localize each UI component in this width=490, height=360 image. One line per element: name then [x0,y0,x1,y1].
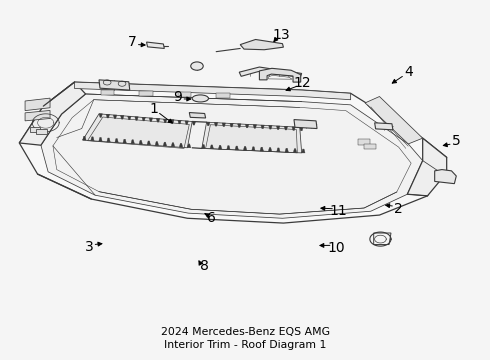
Text: 12: 12 [294,76,312,90]
Polygon shape [300,127,303,131]
Polygon shape [164,119,167,123]
Polygon shape [163,142,167,146]
Polygon shape [214,122,218,126]
Polygon shape [121,116,124,119]
Polygon shape [107,138,110,142]
Polygon shape [189,113,206,118]
Polygon shape [276,126,280,130]
Polygon shape [235,146,239,150]
Polygon shape [99,80,130,90]
Bar [358,139,370,145]
Polygon shape [19,82,447,223]
Bar [36,129,47,134]
Polygon shape [260,147,264,151]
Polygon shape [292,127,295,130]
Polygon shape [240,40,283,50]
Text: 7: 7 [128,35,137,49]
Polygon shape [285,148,289,152]
Polygon shape [244,147,247,150]
Polygon shape [202,145,205,148]
Polygon shape [106,114,110,118]
Polygon shape [155,141,159,145]
Polygon shape [261,125,264,129]
Polygon shape [277,148,280,152]
Polygon shape [135,117,138,120]
Text: 6: 6 [207,211,216,225]
Polygon shape [91,137,94,141]
Bar [101,90,114,95]
Text: 5: 5 [452,134,461,148]
Polygon shape [202,122,302,153]
Polygon shape [269,126,272,129]
Polygon shape [284,126,288,130]
Polygon shape [185,121,188,125]
Polygon shape [19,82,86,145]
Polygon shape [149,118,152,121]
Polygon shape [179,143,183,147]
Text: 9: 9 [173,90,182,104]
Polygon shape [25,111,50,121]
Polygon shape [207,122,210,126]
Polygon shape [407,138,447,196]
Bar [139,91,153,96]
Polygon shape [147,42,164,49]
Polygon shape [74,82,351,100]
Bar [364,144,376,149]
Polygon shape [25,98,50,111]
Polygon shape [192,122,196,125]
Polygon shape [253,125,257,128]
Polygon shape [99,138,102,141]
Polygon shape [128,116,131,120]
Polygon shape [302,149,305,153]
Polygon shape [365,96,423,144]
Text: 13: 13 [272,28,290,42]
Polygon shape [156,118,160,122]
Polygon shape [41,94,423,218]
Text: 4: 4 [404,66,413,80]
Polygon shape [83,114,192,148]
Text: 10: 10 [327,241,345,255]
Bar [178,93,191,97]
Text: 2: 2 [394,202,403,216]
Polygon shape [123,139,126,143]
Polygon shape [227,146,230,149]
Polygon shape [239,67,302,77]
Polygon shape [113,115,117,118]
Polygon shape [238,124,241,127]
Polygon shape [245,124,249,128]
Polygon shape [83,136,86,140]
Polygon shape [131,140,134,144]
Polygon shape [252,147,255,151]
Text: 3: 3 [85,240,93,254]
Polygon shape [294,120,317,129]
Bar [30,127,41,132]
Polygon shape [147,141,150,145]
Text: 8: 8 [200,259,209,273]
Polygon shape [178,120,181,124]
Polygon shape [294,149,297,153]
Polygon shape [375,123,393,130]
Polygon shape [435,170,456,184]
Text: 2024 Mercedes-Benz EQS AMG
Interior Trim - Roof Diagram 1: 2024 Mercedes-Benz EQS AMG Interior Trim… [161,327,329,350]
Polygon shape [210,145,214,149]
Circle shape [191,62,203,70]
Bar [216,93,230,98]
Polygon shape [139,140,143,144]
Polygon shape [172,143,174,147]
Ellipse shape [192,95,209,102]
Text: 11: 11 [330,204,347,218]
Polygon shape [219,145,222,149]
Polygon shape [99,114,102,117]
Polygon shape [230,123,233,127]
Polygon shape [222,123,225,126]
Polygon shape [269,148,272,152]
Polygon shape [187,144,191,148]
Polygon shape [115,139,118,143]
Polygon shape [259,68,301,82]
Text: 1: 1 [149,102,158,116]
Polygon shape [142,117,146,121]
Polygon shape [171,120,174,123]
